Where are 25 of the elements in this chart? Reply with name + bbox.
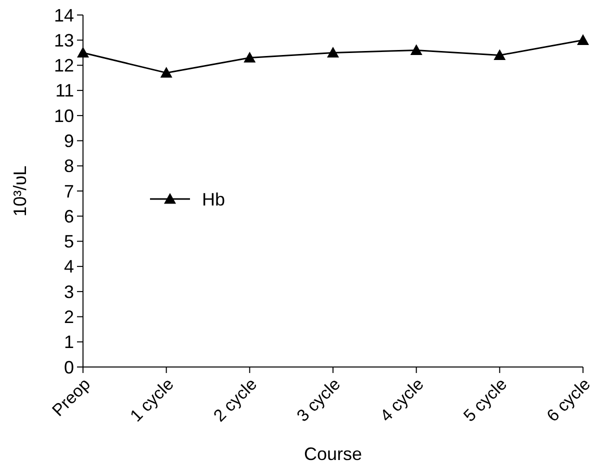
point — [327, 46, 339, 58]
y-tick-label: 11 — [55, 80, 74, 101]
point — [410, 44, 422, 55]
y-tick-label: 1 — [64, 332, 74, 352]
y-tick-label: 9 — [64, 131, 74, 152]
point — [577, 34, 589, 45]
point — [160, 66, 172, 78]
y-tick-label: 14 — [54, 5, 74, 26]
x-axis-title: Course — [304, 444, 362, 464]
point — [77, 46, 89, 58]
y-tick-label: 2 — [64, 307, 74, 328]
legend-label: Hb — [202, 189, 226, 210]
y-tick-label: 0 — [64, 357, 74, 378]
y-tick-label: 8 — [64, 156, 74, 176]
y-tick-label: 6 — [64, 206, 74, 226]
y-tick-label: 10 — [54, 106, 74, 126]
point — [244, 52, 256, 63]
point — [494, 49, 506, 60]
y-tick-label: 5 — [64, 232, 74, 252]
y-tick-label: 3 — [64, 282, 74, 302]
y-tick-label: 13 — [54, 30, 74, 50]
y-tick-label: 7 — [64, 181, 74, 202]
y-tick-label: 12 — [54, 56, 74, 76]
y-tick-label: 4 — [64, 256, 74, 277]
y-axis-title: 10³/υL — [10, 166, 30, 216]
